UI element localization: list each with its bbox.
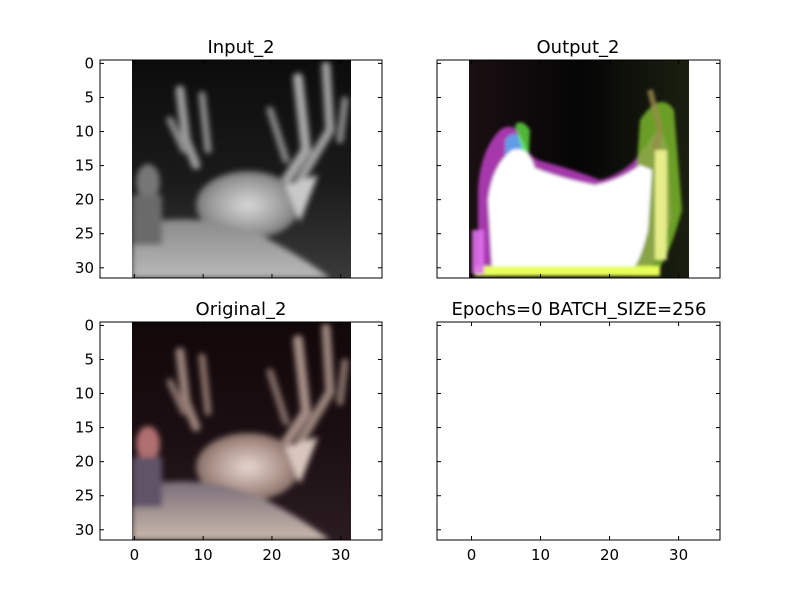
title-epochs-batch: Epochs=0 BATCH_SIZE=256	[452, 299, 707, 320]
x-tick-label: 0	[130, 546, 140, 564]
panel-empty: Epochs=0 BATCH_SIZE=256 0 10 20 30	[436, 299, 721, 564]
y-tick-label: 10	[75, 123, 94, 141]
axes-frame-empty	[436, 321, 721, 541]
y-tick-label: 20	[75, 453, 94, 471]
x-tick-label: 20	[600, 546, 619, 564]
image-output-rgb	[469, 60, 689, 278]
y-tick-label: 5	[84, 88, 94, 106]
y-tick-label: 30	[75, 259, 94, 277]
image-input-grayscale	[132, 60, 351, 278]
panel-input: Input_2 0 5 10 15 20 25 30	[75, 37, 383, 279]
panel-output: Output_2	[436, 37, 721, 279]
title-output: Output_2	[537, 37, 620, 58]
panel-original: Original_2 0 10 20 30 0 5 10 15 20 25 30	[75, 299, 383, 564]
axes-frame-input	[99, 59, 383, 279]
x-tick-label: 10	[531, 546, 550, 564]
x-tick-label: 30	[331, 546, 350, 564]
x-tick-label: 0	[467, 546, 477, 564]
axes-frame-output	[436, 59, 721, 279]
y-tick-label: 0	[84, 316, 94, 334]
x-tick-label: 20	[262, 546, 281, 564]
y-tick-label: 30	[75, 521, 94, 539]
y-tick-label: 15	[75, 419, 94, 437]
x-tick-label: 30	[669, 546, 688, 564]
y-tick-label: 25	[75, 487, 94, 505]
title-input: Input_2	[207, 37, 274, 58]
title-original: Original_2	[196, 299, 287, 320]
image-original-rgb	[132, 322, 351, 540]
y-tick-label: 10	[75, 385, 94, 403]
x-tick-label: 10	[194, 546, 213, 564]
y-tick-label: 15	[75, 157, 94, 175]
y-tick-label: 25	[75, 225, 94, 243]
y-tick-label: 0	[84, 54, 94, 72]
axes-frame-original	[99, 321, 383, 541]
y-tick-label: 5	[84, 350, 94, 368]
y-tick-label: 20	[75, 191, 94, 209]
